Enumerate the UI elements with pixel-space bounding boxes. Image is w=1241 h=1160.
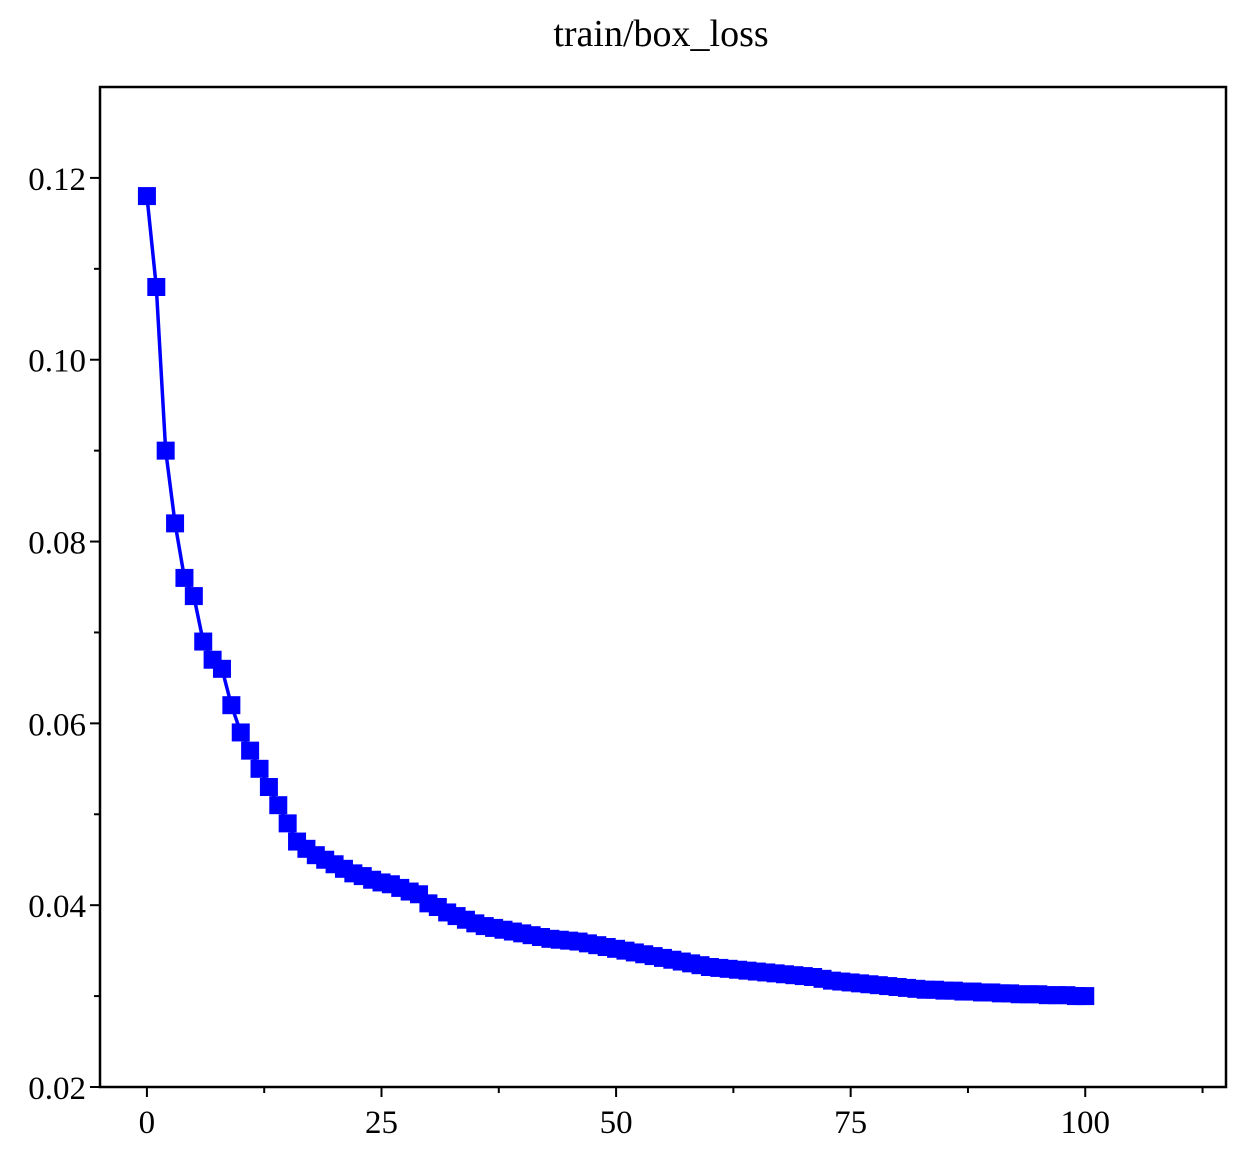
series-layer [137, 187, 1095, 1006]
data-point [175, 568, 194, 587]
data-point [269, 796, 288, 815]
x-tick-label: 50 [600, 1105, 633, 1141]
data-point [166, 514, 185, 533]
data-point [137, 187, 156, 206]
data-point [184, 587, 203, 606]
x-tick-label: 0 [139, 1105, 156, 1141]
plot-frame [98, 85, 1228, 1089]
y-tick-label: 0.10 [28, 344, 86, 380]
y-tick-label: 0.02 [28, 1071, 86, 1107]
data-point [194, 632, 213, 651]
data-point [250, 759, 269, 778]
data-point [231, 723, 250, 742]
data-point [1076, 987, 1095, 1006]
x-tick-label: 25 [365, 1105, 398, 1141]
y-tick-label: 0.04 [28, 889, 86, 925]
data-point [156, 441, 175, 460]
y-tick-label: 0.08 [28, 526, 86, 562]
data-point [241, 741, 260, 760]
x-tick-label: 75 [834, 1105, 867, 1141]
data-point [212, 659, 231, 678]
series-line [145, 195, 1086, 998]
y-tick-label: 0.12 [28, 162, 86, 198]
x-tick-label: 100 [1061, 1105, 1111, 1141]
data-point [259, 778, 278, 796]
chart-title: train/box_loss [553, 13, 768, 55]
data-point [222, 696, 241, 715]
data-point [278, 814, 297, 833]
y-tick-label: 0.06 [28, 707, 86, 743]
data-point [147, 278, 166, 296]
axis-ticks: 0.02 0.04 0.06 0.08 0.10 0.12 0 25 50 75 100 [28, 162, 1204, 1141]
